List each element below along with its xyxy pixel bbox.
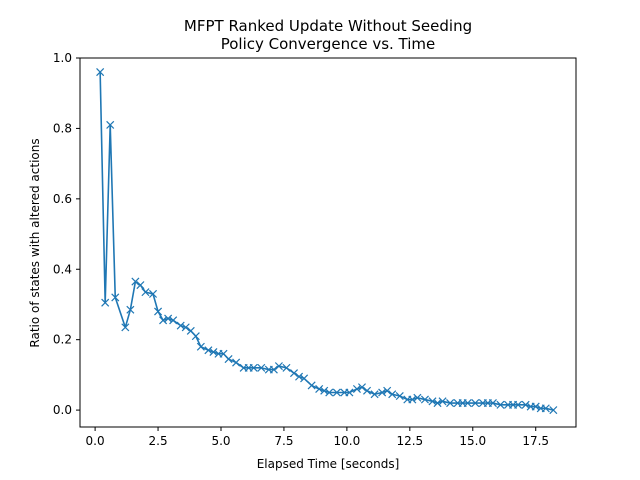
data-point-marker xyxy=(413,393,422,402)
x-tick-label: 0.0 xyxy=(86,434,105,448)
y-tick-label: 0.0 xyxy=(53,403,72,417)
data-point-marker xyxy=(320,386,329,395)
data-point-marker xyxy=(428,397,437,406)
data-point-marker xyxy=(332,388,341,397)
x-axis-label: Elapsed Time [seconds] xyxy=(257,457,400,471)
chart-title: MFPT Ranked Update Without Seeding Polic… xyxy=(184,17,472,53)
data-point-marker xyxy=(164,314,173,323)
data-point-marker xyxy=(420,395,429,404)
data-point-marker xyxy=(471,399,480,408)
data-point-marker xyxy=(378,388,387,397)
data-point-marker xyxy=(521,400,530,409)
data-point-marker xyxy=(176,321,185,330)
data-point-marker xyxy=(300,374,309,383)
data-point-marker xyxy=(433,399,442,408)
data-point-marker xyxy=(345,388,354,397)
plot-frame xyxy=(79,57,577,428)
data-point-marker xyxy=(169,316,178,325)
series-line xyxy=(99,71,555,411)
data-point-marker xyxy=(232,358,241,367)
y-axis-label: Ratio of states with altered actions xyxy=(28,138,42,347)
data-point-marker xyxy=(289,369,299,378)
data-point-marker xyxy=(141,288,150,297)
data-point-marker xyxy=(463,399,472,408)
data-point-marker xyxy=(307,381,316,390)
data-point-marker xyxy=(274,362,283,371)
data-point-marker xyxy=(549,406,558,415)
x-tick-label: 2.5 xyxy=(149,434,168,448)
data-point-marker xyxy=(496,400,505,409)
y-tick-label: 1.0 xyxy=(53,51,72,65)
data-point-marker xyxy=(408,395,417,404)
data-point-marker xyxy=(363,386,372,395)
data-point-marker xyxy=(257,363,266,372)
data-point-marker xyxy=(181,323,190,332)
data-point-marker xyxy=(438,397,447,406)
data-point-marker xyxy=(154,307,163,316)
chart-title-line-1: MFPT Ranked Update Without Seeding xyxy=(184,17,472,35)
chart-title-line-2: Policy Convergence vs. Time xyxy=(221,35,436,53)
x-tick-label: 7.5 xyxy=(274,434,293,448)
data-point-marker xyxy=(295,372,304,381)
data-point-marker xyxy=(531,402,540,411)
data-point-marker xyxy=(126,305,135,314)
data-point-marker xyxy=(224,355,233,364)
data-point-marker xyxy=(209,347,218,357)
x-tick-label: 17.5 xyxy=(522,434,549,448)
data-point-marker xyxy=(352,384,361,393)
data-point-marker xyxy=(541,404,550,413)
data-point-marker xyxy=(249,363,258,372)
data-point-marker xyxy=(106,120,115,129)
data-point-marker xyxy=(131,277,140,286)
data-point-marker xyxy=(269,365,278,374)
data-point-marker xyxy=(159,316,168,325)
data-point-marker xyxy=(101,298,110,307)
data-point-marker xyxy=(388,390,397,399)
y-axis-ticks: 0.0 0.2 0.4 0.6 0.8 1.0 xyxy=(53,51,80,417)
data-point-marker xyxy=(136,281,145,290)
data-point-marker xyxy=(204,346,213,355)
data-point-marker xyxy=(196,342,205,351)
x-tick-label: 15.0 xyxy=(459,434,486,448)
x-tick-label: 12.5 xyxy=(396,434,423,448)
data-point-marker xyxy=(395,391,404,401)
x-tick-label: 5.0 xyxy=(211,434,230,448)
series-layer xyxy=(96,68,558,415)
data-point-marker xyxy=(121,323,130,332)
data-point-marker xyxy=(315,384,324,393)
data-point-marker xyxy=(282,363,291,372)
data-point-marker xyxy=(446,399,455,408)
y-tick-label: 0.2 xyxy=(53,333,72,347)
data-point-marker xyxy=(357,383,367,392)
data-point-marker xyxy=(325,388,334,397)
data-point-marker xyxy=(370,390,379,399)
data-point-marker xyxy=(111,293,120,302)
data-point-marker xyxy=(383,386,392,395)
data-point-marker xyxy=(148,289,158,298)
data-point-marker xyxy=(514,400,523,409)
data-point-marker xyxy=(96,68,105,77)
y-tick-label: 0.4 xyxy=(53,262,72,276)
x-axis-ticks: 0.0 2.5 5.0 7.5 10.0 12.5 15.0 17.5 xyxy=(86,427,549,448)
data-point-marker xyxy=(488,399,497,408)
y-tick-label: 0.8 xyxy=(53,121,72,135)
x-tick-label: 10.0 xyxy=(334,434,361,448)
y-tick-label: 0.6 xyxy=(53,192,72,206)
data-point-marker xyxy=(191,332,200,341)
